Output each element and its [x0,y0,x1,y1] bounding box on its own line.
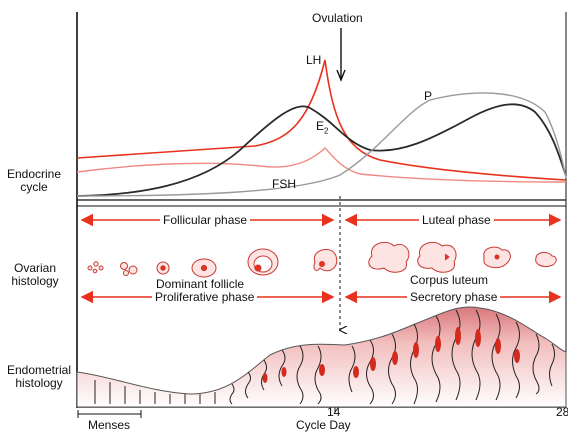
e2-curve [76,103,567,197]
luteal-phase-label: Luteal phase [419,214,494,227]
p-curve [76,92,567,197]
lh-label: LH [306,53,322,67]
ovulation-arrowhead [336,69,346,82]
endocrine-cycle-line1: Endocrine [6,167,62,181]
tick-28-label: 28 [556,405,568,419]
ovarian-histology-line2: histology [11,274,59,288]
endometrial-glands-red [262,327,520,383]
endometrial-histology-line2: histology [15,376,63,390]
endometrial-histology-label: Endometrial histology [2,364,76,390]
endometrial-histology-line1: Endometrial [6,363,72,377]
p-label: P [424,89,433,103]
secretory-phase-label: Secretory phase [407,291,501,304]
follicular-phase-label: Follicular phase [160,214,251,227]
lh-curve [76,59,567,181]
e2-label-base: E [316,119,325,133]
ovarian-follicles [87,241,557,278]
menses-bracket [77,410,142,418]
fsh-curve [76,147,567,183]
corpus-luteum-label: Corpus luteum [410,273,489,287]
menses-label: Menses [88,418,131,432]
fsh-label: FSH [272,177,296,191]
dominant-follicle-label: Dominant follicle [156,277,245,291]
e2-label: E2 [316,120,328,137]
ovarian-histology-label: Ovarian histology [4,262,66,288]
endocrine-cycle-label: Endocrine cycle [4,168,64,194]
proliferative-phase-label: Proliferative phase [152,291,258,304]
cycle-day-label: Cycle Day [296,418,351,432]
ovarian-histology-line1: Ovarian [13,261,57,275]
endocrine-cycle-line2: cycle [20,180,48,194]
ovulation-label: Ovulation [312,11,363,25]
e2-label-sub: 2 [324,126,329,136]
tick-14-label: 14 [327,405,341,419]
endometrium-layer [76,306,567,408]
endometrial-glands [94,309,555,405]
